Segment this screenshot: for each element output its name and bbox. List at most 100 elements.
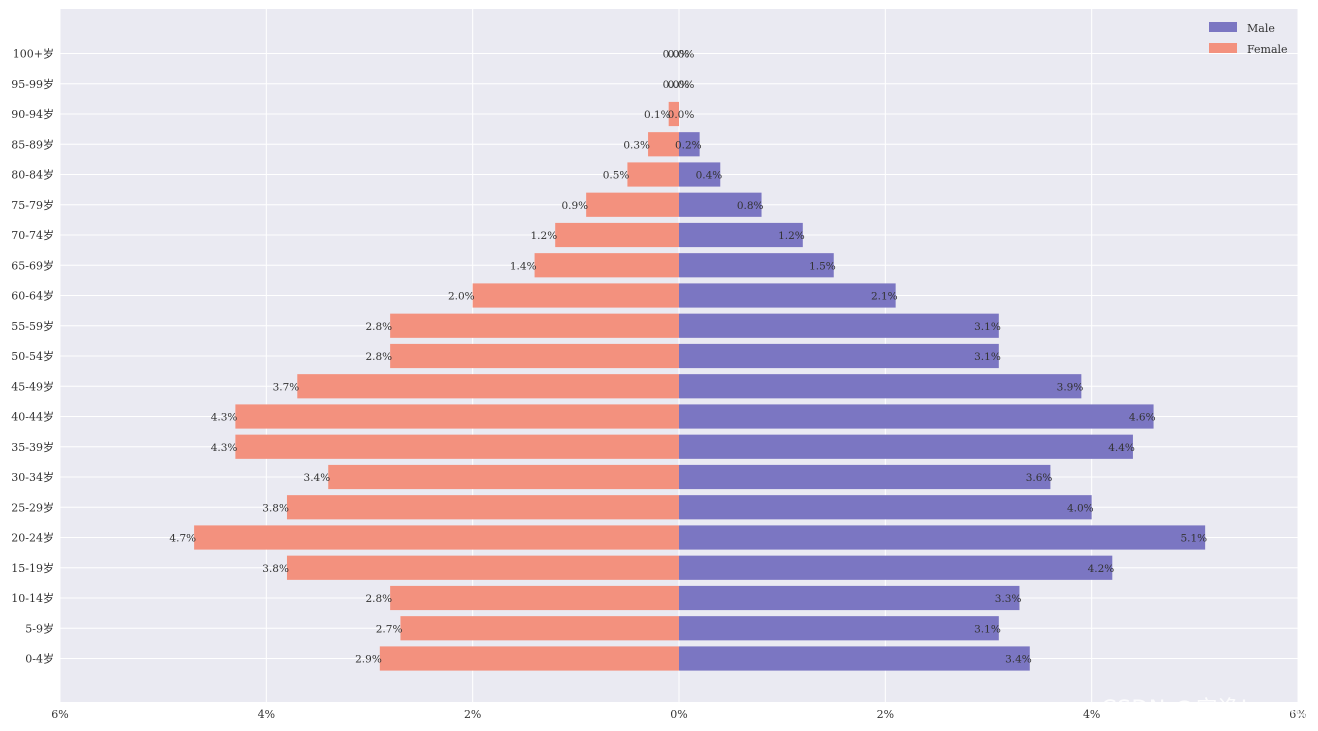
- data-label-female: 2.9%: [355, 654, 382, 666]
- data-label-female: 1.4%: [510, 260, 537, 272]
- bar-male-25-29岁: [679, 495, 1092, 520]
- data-label-female: 0.3%: [623, 139, 650, 151]
- data-label-female: 3.8%: [262, 502, 289, 514]
- bar-female-65-69岁: [534, 253, 679, 278]
- bar-male-20-24岁: [679, 525, 1206, 550]
- bar-female-55-59岁: [390, 313, 679, 338]
- data-label-female: 3.4%: [304, 472, 331, 484]
- bar-female-10-14岁: [390, 585, 679, 611]
- bar-male-30-34岁: [679, 464, 1051, 490]
- x-tick-label: 6%: [1289, 708, 1306, 721]
- y-tick-label: 55-59岁: [11, 319, 54, 333]
- y-tick-label: 90-94岁: [11, 107, 54, 121]
- data-label-male: 3.6%: [1026, 472, 1053, 484]
- data-label-male: 4.2%: [1088, 563, 1115, 575]
- data-label-female: 4.3%: [211, 442, 238, 454]
- data-label-female: 1.2%: [531, 230, 558, 242]
- data-label-female: 2.8%: [365, 351, 392, 363]
- data-label-male: 2.1%: [871, 291, 898, 303]
- y-tick-label: 50-54岁: [11, 349, 54, 363]
- watermark-text: CSDN @安逸Loong: [1101, 697, 1310, 722]
- data-label-male: 3.1%: [974, 321, 1001, 333]
- legend-swatch-male: [1209, 22, 1237, 32]
- data-label-female: 4.7%: [169, 533, 196, 545]
- legend: Male Female: [1209, 22, 1288, 56]
- bar-male-45-49岁: [679, 374, 1082, 399]
- bar-male-5-9岁: [679, 616, 999, 641]
- bar-male-10-14岁: [679, 585, 1020, 611]
- y-tick-label: 65-69岁: [11, 258, 54, 272]
- y-tick-label: 80-84岁: [11, 168, 54, 182]
- bar-male-80-84岁: [679, 162, 721, 187]
- bar-female-0-4岁: [379, 646, 679, 671]
- bar-female-25-29岁: [286, 495, 679, 520]
- y-tick-label: 15-19岁: [11, 561, 54, 575]
- bar-female-85-89岁: [648, 132, 679, 157]
- data-label-male: 4.6%: [1129, 412, 1156, 424]
- data-label-male: 0.0%: [668, 109, 695, 121]
- data-label-female: 0.0%: [663, 49, 690, 61]
- data-label-male: 0.0%: [668, 49, 695, 61]
- legend-label-female: Female: [1247, 43, 1288, 56]
- data-label-female: 3.8%: [262, 563, 289, 575]
- x-tick-label: 6%: [51, 708, 68, 721]
- bar-female-90-94岁: [668, 101, 679, 127]
- bar-female-5-9岁: [400, 616, 679, 641]
- data-label-female: 2.8%: [365, 593, 392, 605]
- bar-female-70-74岁: [555, 222, 679, 248]
- bar-female-75-79岁: [586, 192, 679, 217]
- bar-female-15-19岁: [286, 555, 679, 580]
- data-label-female: 3.7%: [273, 381, 300, 393]
- bar-male-70-74岁: [679, 222, 803, 248]
- x-tick-label: 0%: [670, 708, 687, 721]
- data-label-male: 3.3%: [995, 593, 1022, 605]
- y-tick-label: 100+岁: [13, 47, 54, 61]
- bar-female-30-34岁: [328, 464, 679, 490]
- y-tick-label: 20-24岁: [11, 531, 54, 545]
- x-tick-label: 2%: [464, 708, 481, 721]
- bar-male-60-64岁: [679, 283, 896, 308]
- data-label-male: 1.5%: [809, 260, 836, 272]
- bar-female-40-44岁: [235, 404, 679, 429]
- y-tick-label: 95-99岁: [11, 77, 54, 91]
- bar-female-60-64岁: [472, 283, 679, 308]
- legend-label-male: Male: [1247, 22, 1275, 35]
- data-label-male: 0.4%: [696, 170, 723, 182]
- data-label-male: 3.1%: [974, 351, 1001, 363]
- bar-female-45-49岁: [297, 374, 679, 399]
- data-label-female: 0.1%: [644, 109, 671, 121]
- bar-male-85-89岁: [679, 132, 700, 157]
- x-tick-label: 4%: [258, 708, 275, 721]
- y-tick-label: 85-89岁: [11, 137, 54, 151]
- y-tick-label: 5-9岁: [25, 621, 54, 635]
- bar-female-35-39岁: [235, 434, 679, 459]
- data-label-female: 0.5%: [603, 170, 630, 182]
- data-label-female: 0.0%: [663, 79, 690, 91]
- bar-female-20-24岁: [194, 525, 679, 550]
- y-tick-label: 0-4岁: [25, 652, 54, 666]
- y-tick-label: 10-14岁: [11, 591, 54, 605]
- data-label-male: 0.8%: [737, 200, 764, 212]
- x-tick-label: 2%: [877, 708, 894, 721]
- legend-swatch-female: [1209, 43, 1237, 53]
- data-label-male: 3.1%: [974, 623, 1001, 635]
- bar-male-15-19岁: [679, 555, 1113, 580]
- bar-male-0-4岁: [679, 646, 1030, 671]
- y-tick-label: 70-74岁: [11, 228, 54, 242]
- y-tick-label: 75-79岁: [11, 198, 54, 212]
- bar-male-55-59岁: [679, 313, 999, 338]
- bar-male-75-79岁: [679, 192, 762, 217]
- y-tick-label: 45-49岁: [11, 379, 54, 393]
- y-tick-label: 25-29岁: [11, 500, 54, 514]
- data-label-male: 4.4%: [1108, 442, 1135, 454]
- data-label-female: 0.9%: [561, 200, 588, 212]
- data-label-male: 0.2%: [675, 139, 702, 151]
- x-tick-label: 4%: [1083, 708, 1100, 721]
- data-label-female: 4.3%: [211, 412, 238, 424]
- data-label-male: 3.9%: [1057, 381, 1084, 393]
- bar-male-40-44岁: [679, 404, 1154, 429]
- data-label-male: 5.1%: [1180, 533, 1207, 545]
- bar-female-50-54岁: [390, 343, 679, 369]
- data-label-female: 2.8%: [365, 321, 392, 333]
